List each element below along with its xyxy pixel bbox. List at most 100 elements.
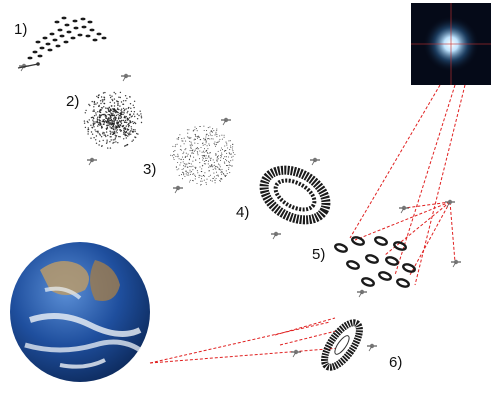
particle — [115, 130, 118, 132]
particle — [130, 128, 133, 130]
particle — [129, 96, 131, 98]
particle — [109, 109, 112, 111]
particle — [205, 136, 207, 138]
particle — [134, 122, 137, 125]
particle — [110, 139, 112, 141]
particle — [101, 145, 103, 147]
particle — [102, 92, 105, 94]
particle — [194, 175, 197, 177]
particle — [205, 182, 207, 184]
particle — [173, 157, 175, 159]
particle — [134, 129, 136, 131]
particle — [195, 159, 197, 161]
particle — [183, 173, 185, 175]
particle — [105, 117, 108, 120]
particle — [184, 166, 186, 168]
particle — [184, 156, 187, 158]
particle — [87, 131, 89, 133]
particle — [112, 124, 115, 126]
particle — [116, 108, 119, 111]
particle — [202, 157, 204, 160]
particle — [192, 169, 194, 171]
particle — [95, 112, 97, 114]
particle — [175, 144, 177, 146]
particle — [124, 117, 127, 119]
particle — [101, 101, 104, 103]
particle — [219, 138, 221, 140]
particle — [214, 145, 217, 147]
particle — [120, 101, 123, 103]
stage-4-spacecraft-icon — [309, 157, 321, 166]
particle — [196, 146, 198, 149]
particle — [206, 145, 208, 147]
particle — [203, 163, 205, 165]
particle — [118, 120, 121, 122]
particle — [130, 130, 132, 132]
particle — [232, 146, 234, 148]
particle — [228, 160, 230, 162]
particle — [217, 150, 219, 152]
particle — [199, 139, 201, 141]
particle — [232, 143, 234, 145]
particle — [186, 129, 188, 131]
particle — [209, 132, 211, 134]
particle — [178, 168, 180, 170]
particle — [230, 145, 232, 147]
particle — [174, 146, 176, 148]
particle — [217, 175, 219, 177]
particle — [111, 114, 113, 117]
particle — [113, 108, 115, 111]
particle — [132, 130, 134, 133]
particle — [180, 149, 182, 151]
particle — [102, 99, 104, 101]
particle — [181, 168, 183, 171]
particle — [132, 104, 134, 107]
particle — [217, 166, 219, 168]
particle — [107, 124, 109, 127]
particle — [186, 166, 188, 168]
particle — [90, 137, 92, 139]
particle — [189, 173, 192, 175]
particle — [91, 127, 94, 129]
particle — [226, 144, 228, 146]
particle — [129, 113, 131, 116]
particle — [209, 166, 211, 168]
particle — [211, 164, 213, 166]
particle — [180, 162, 182, 164]
particle — [203, 151, 205, 153]
particle — [196, 182, 198, 185]
particle — [189, 144, 191, 146]
particle — [128, 106, 130, 109]
stage-2-particles — [83, 91, 143, 149]
particle — [194, 178, 196, 180]
particle — [96, 102, 99, 104]
stage-6-disk — [321, 319, 363, 371]
particle — [215, 177, 217, 180]
particle — [128, 132, 130, 134]
particle — [124, 127, 126, 129]
particle — [105, 142, 108, 144]
particle — [93, 106, 95, 108]
particle — [195, 147, 197, 149]
particle — [194, 166, 196, 168]
stage-4-spacecraft-icon — [270, 231, 282, 240]
particle — [210, 159, 212, 161]
particle — [129, 121, 131, 123]
particle — [230, 160, 232, 162]
particle — [103, 99, 106, 101]
particle — [122, 119, 125, 122]
particle — [120, 115, 122, 118]
particle — [212, 177, 214, 179]
particle — [111, 105, 113, 107]
particle — [109, 94, 111, 97]
particle — [193, 150, 195, 152]
particle — [94, 121, 96, 123]
particle — [209, 152, 211, 154]
particle — [89, 104, 91, 107]
particle — [234, 153, 236, 156]
particle — [208, 170, 210, 172]
particle — [106, 119, 109, 122]
particle — [203, 174, 205, 177]
particle — [182, 172, 184, 174]
particle — [211, 130, 213, 133]
